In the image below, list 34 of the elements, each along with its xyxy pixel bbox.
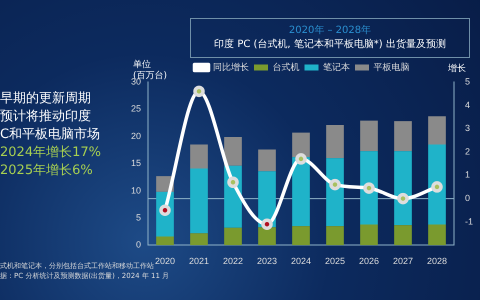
text: 2025年增长6% bbox=[0, 162, 94, 180]
chart-title: 2020年 – 2028年 bbox=[288, 24, 372, 38]
x-tick-label: 2023 bbox=[256, 256, 278, 266]
text: 2024年增长17% bbox=[0, 144, 102, 162]
text: 预计将推动印度 bbox=[0, 108, 92, 126]
y2-tick-label: 5 bbox=[465, 76, 470, 86]
legend-label: 同比增长 bbox=[213, 62, 249, 72]
y2-axis-title: 增长 bbox=[448, 62, 466, 75]
y2-tick-label: 4 bbox=[465, 100, 470, 110]
x-tick-label: 2021 bbox=[188, 256, 210, 266]
y-tick-label: 20 bbox=[130, 130, 142, 141]
x-tick-label: 2027 bbox=[392, 256, 414, 266]
text: 早期的更新周期 bbox=[0, 90, 92, 108]
x-tick-label: 2024 bbox=[290, 256, 312, 266]
y2-tick-label: 2 bbox=[465, 146, 470, 156]
x-tick-label: 2026 bbox=[358, 256, 380, 266]
legend-label: 笔记本 bbox=[323, 62, 350, 72]
chart-subtitle: 印度 PC (台式机, 笔记本和平板电脑*) 出货量及预测 bbox=[213, 38, 447, 52]
y-tick-label: 5 bbox=[136, 212, 142, 222]
x-tick-label: 2025 bbox=[324, 256, 346, 266]
y-tick-label: 0 bbox=[136, 240, 142, 250]
x-tick-label: 2028 bbox=[426, 256, 448, 266]
x-tick-label: 2022 bbox=[222, 256, 244, 266]
y-tick-label: 25 bbox=[130, 104, 142, 114]
text: C和平板电脑市场 bbox=[0, 126, 102, 144]
y2-tick-label: 0 bbox=[465, 193, 470, 204]
y2-tick-label: 3 bbox=[465, 123, 470, 134]
legend-label: 台式机 bbox=[272, 62, 300, 72]
y2-tick-label: -1 bbox=[465, 216, 474, 226]
legend-label: 平板电脑 bbox=[374, 62, 410, 72]
y-tick-label: 10 bbox=[130, 185, 142, 196]
x-tick-label: 2020 bbox=[154, 256, 176, 266]
y-tick-label: 15 bbox=[130, 158, 142, 168]
y2-tick-label: 1 bbox=[465, 170, 470, 180]
